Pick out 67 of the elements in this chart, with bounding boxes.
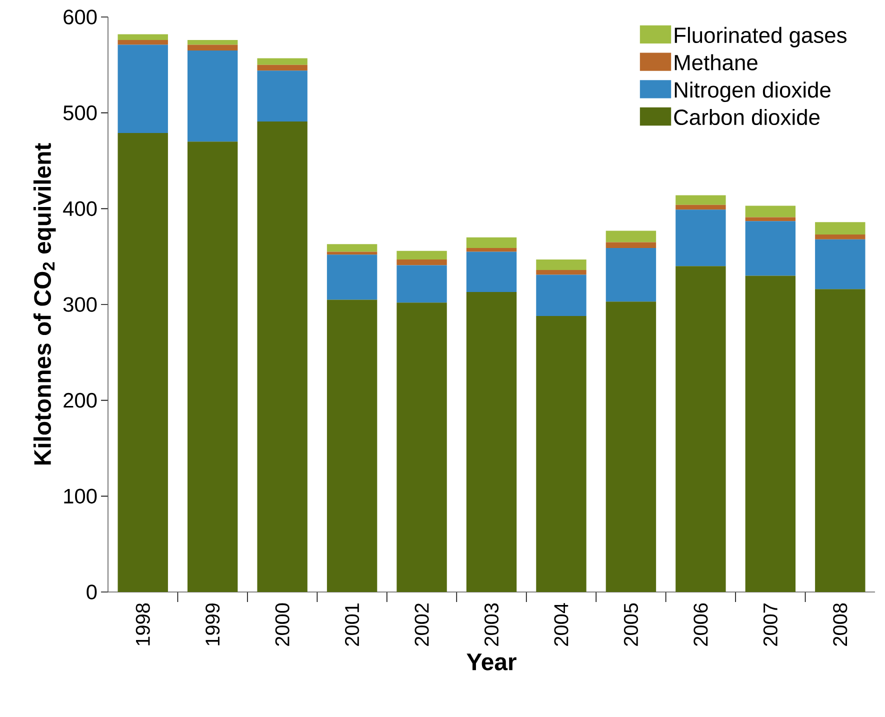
bar [187,142,238,592]
x-tick-label: 2000 [275,603,290,646]
x-tick-label: 2008 [833,603,848,646]
bar [396,259,447,266]
bar [187,44,238,51]
bar [118,40,168,45]
y-tick-label: 600 [64,10,97,24]
x-tick-label: 2007 [763,604,778,646]
bar [326,300,378,592]
bar [676,266,726,592]
bar [466,252,517,292]
y-tick-label: 300 [63,297,97,312]
legend-label: Fluorinated gases [674,26,846,48]
bar [815,289,866,592]
bar [745,206,796,218]
bar [118,34,168,40]
bar [606,248,656,302]
bar [745,217,796,222]
legend-label: Methane [674,54,758,70]
bar [396,265,447,303]
legend-label: Carbon dioxide [674,108,820,126]
bar [536,259,586,270]
bar [326,244,378,252]
bar [466,237,517,248]
x-tick-label: 2001 [345,603,360,646]
x-axis-title: Year [466,654,516,670]
bar [536,316,586,592]
bar [118,44,168,133]
bar [187,50,238,142]
x-tick-label: 2004 [554,603,568,646]
bar [396,302,447,592]
bar [745,276,796,592]
bar [466,248,517,252]
bar [466,292,517,592]
bar [257,58,308,65]
y-tick-label: 200 [64,392,97,408]
y-axis-title: Kilotonnes of CO$_{2}$ equivilent [33,143,56,465]
bar [536,274,586,316]
bar [745,221,796,276]
x-tick-label: 1999 [206,603,220,646]
bar [187,40,238,45]
legend-label: Nitrogen dioxide [674,82,830,102]
bar [815,222,866,235]
bar [676,204,726,210]
bar [257,121,308,592]
bar [606,302,656,592]
x-tick-label: 1998 [136,603,150,646]
y-tick-label: 100 [64,488,97,504]
y-tick-label: 0 [86,584,97,600]
bar [118,132,168,592]
bar [536,270,586,275]
bar [396,250,447,260]
x-tick-label: 2005 [624,603,638,646]
bar [676,195,726,205]
x-tick-label: 2003 [484,603,499,646]
bar [815,234,866,240]
x-tick-label: 2002 [414,604,429,646]
bar [676,210,726,266]
bar [606,230,656,242]
bar [326,254,378,300]
y-tick-label: 500 [63,105,97,120]
bar [815,239,866,290]
y-tick-label: 400 [63,201,97,216]
bar [257,64,308,71]
bar [606,242,656,248]
x-tick-label: 2006 [694,603,708,646]
bar [257,70,308,122]
